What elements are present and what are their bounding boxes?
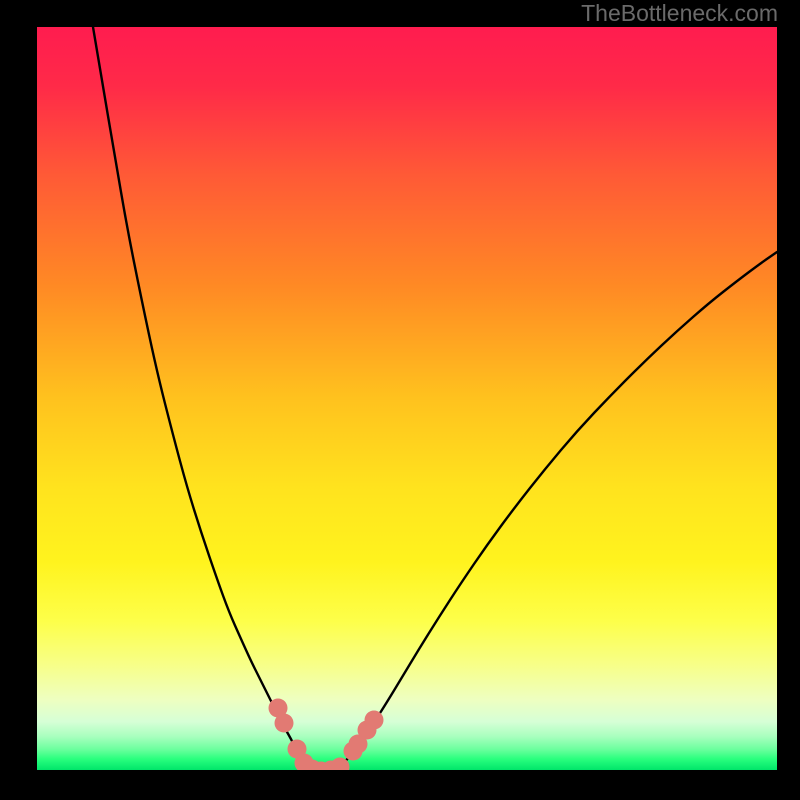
right-curve <box>337 252 777 769</box>
outer-frame: TheBottleneck.com <box>0 0 800 800</box>
marker-point <box>365 711 384 730</box>
marker-point <box>275 714 294 733</box>
left-curve <box>93 27 312 769</box>
plot-area <box>37 27 777 770</box>
marker-group <box>269 699 384 771</box>
chart-svg <box>37 27 777 770</box>
watermark-text: TheBottleneck.com <box>581 0 778 27</box>
